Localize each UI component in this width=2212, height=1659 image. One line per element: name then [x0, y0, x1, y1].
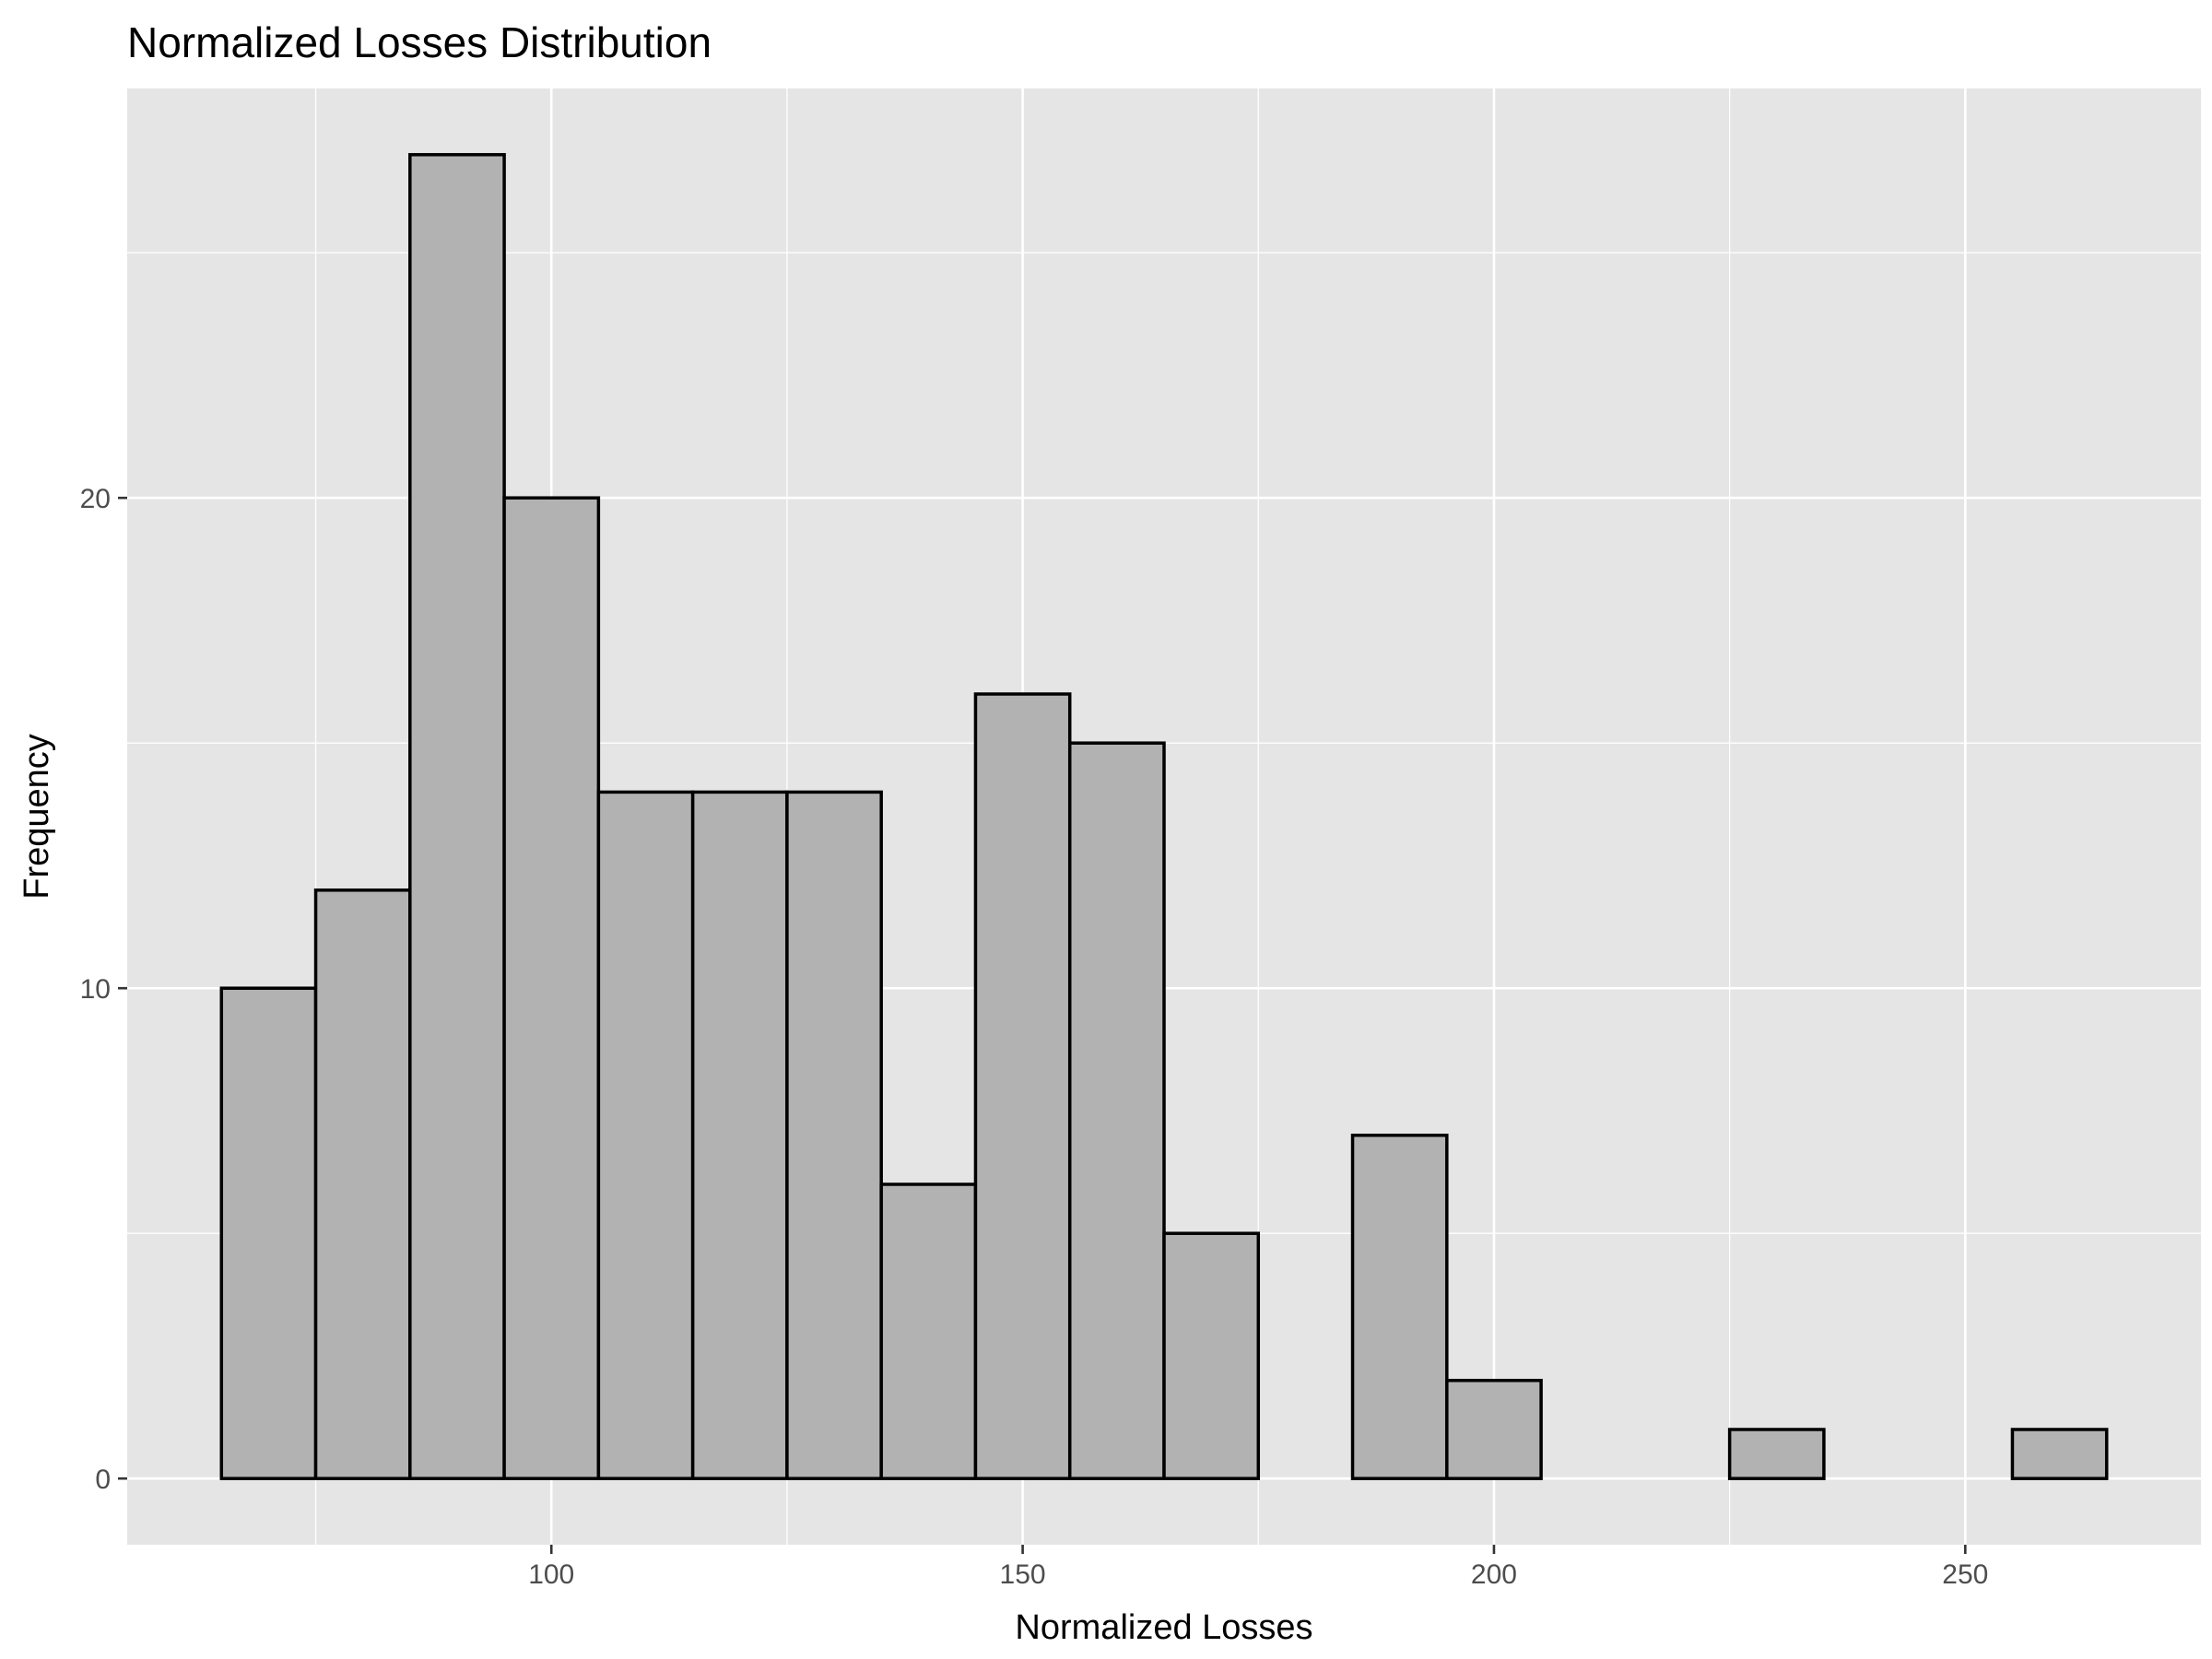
major-gridlines [127, 88, 2201, 1545]
histogram-bar [313, 888, 412, 1480]
x-tick-label: 250 [1942, 1559, 1988, 1590]
histogram-bar [219, 986, 318, 1480]
histogram-bar [879, 1182, 978, 1480]
histogram-bar [1727, 1428, 1826, 1480]
y-tick-label: 20 [80, 484, 111, 514]
x-tick-label: 200 [1471, 1559, 1517, 1590]
y-axis-title: Frequency [18, 734, 56, 900]
histogram-bar [1067, 741, 1166, 1480]
x-axis-title: Normalized Losses [1015, 1608, 1312, 1647]
histogram-bar [1162, 1231, 1261, 1480]
histogram-bar [690, 790, 789, 1480]
histogram-bar [1445, 1379, 1543, 1480]
histogram-bars [219, 153, 2109, 1480]
y-tick-label: 10 [80, 974, 111, 1005]
histogram-bar [502, 496, 601, 1480]
histogram-bar [973, 692, 1072, 1480]
y-axis-ticks: 0 10 20 [80, 484, 127, 1495]
x-tick-label: 100 [528, 1559, 574, 1590]
chart-title: Normalized Losses Distribution [127, 18, 712, 66]
histogram-bar [408, 153, 506, 1480]
x-tick-label: 150 [1000, 1559, 1046, 1590]
histogram-bar [2010, 1428, 2109, 1480]
y-tick-label: 0 [95, 1465, 111, 1495]
histogram-bar [596, 790, 695, 1480]
x-axis-ticks: 100 150 200 250 [528, 1545, 1988, 1590]
histogram-bar [1350, 1134, 1449, 1480]
histogram-bar [785, 790, 883, 1480]
